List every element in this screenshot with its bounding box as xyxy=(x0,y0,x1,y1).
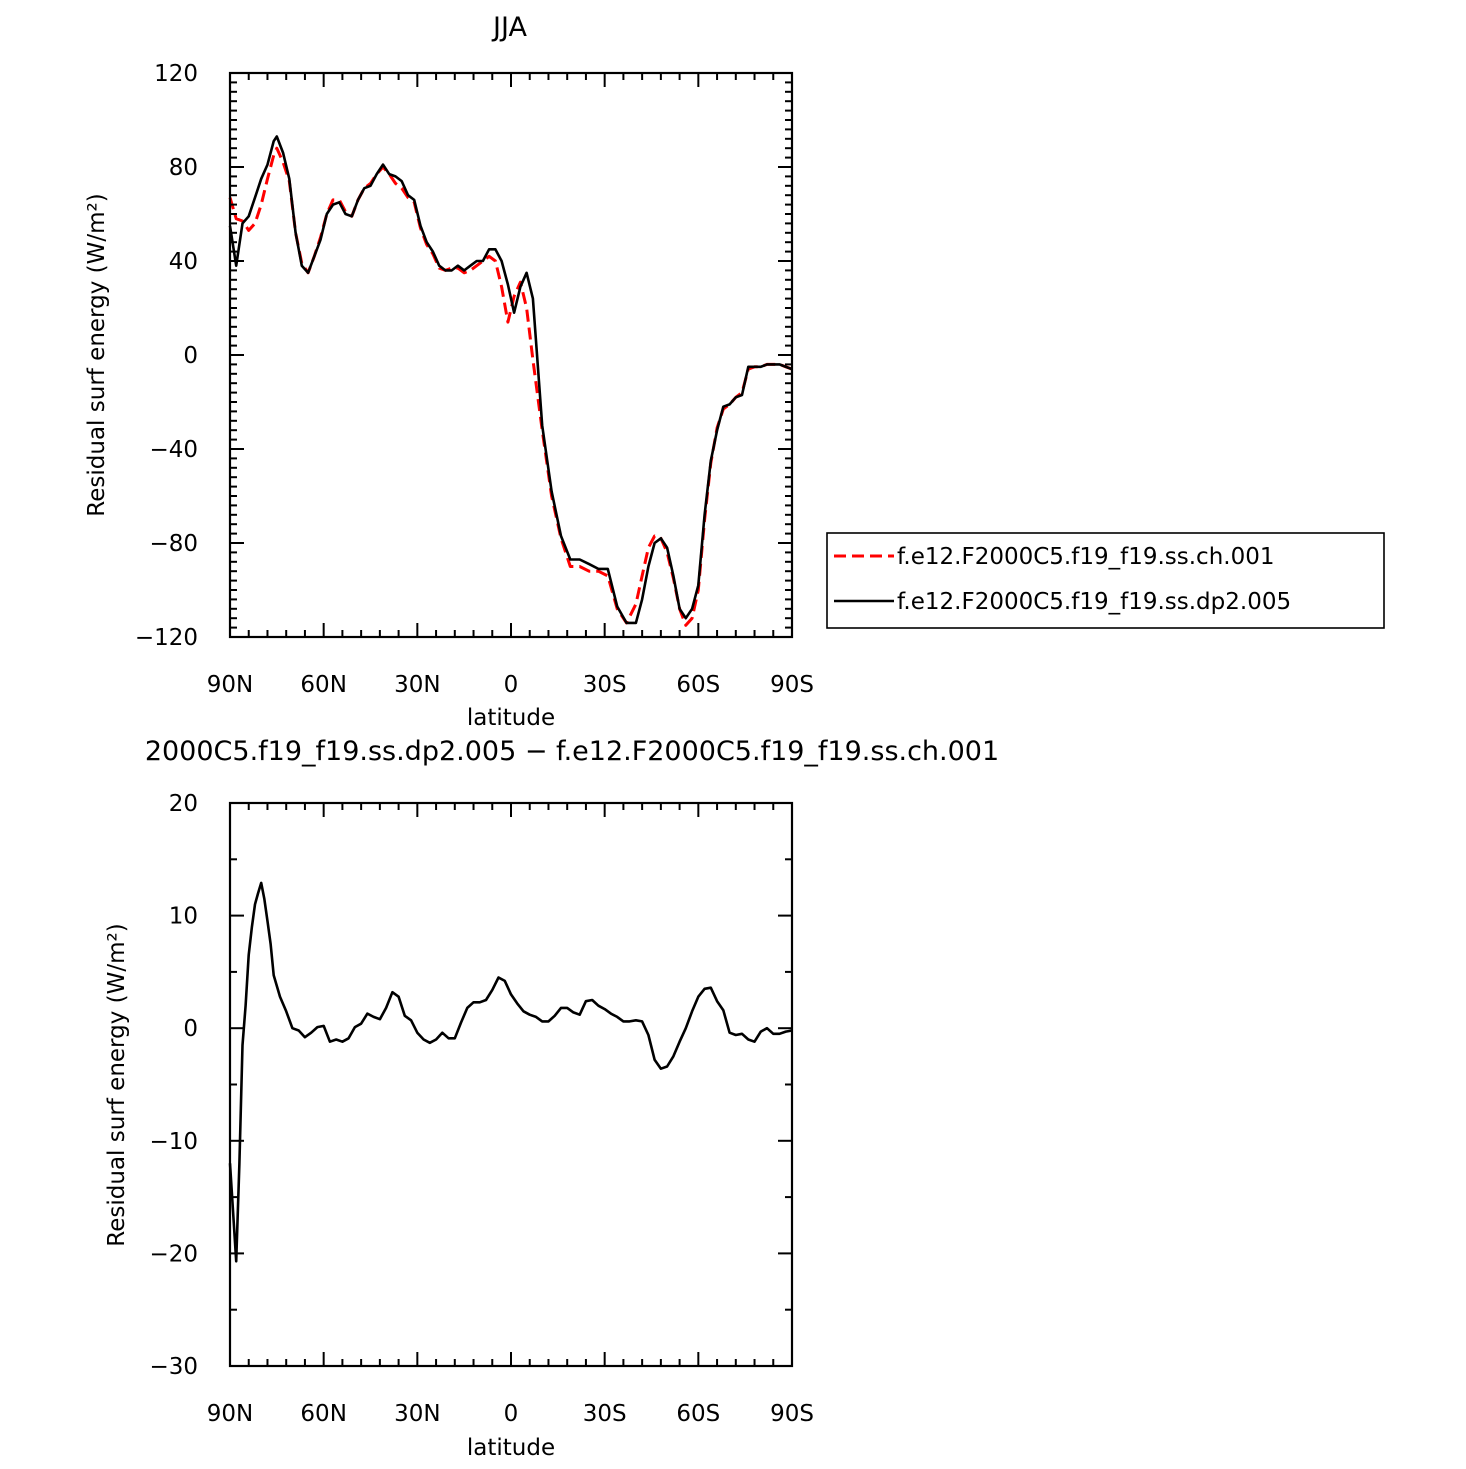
bottom-chart-x-tick-label: 60N xyxy=(300,1401,346,1427)
bottom-chart-series-layer xyxy=(228,881,793,1263)
top-chart-x-tick-label: 60N xyxy=(300,672,346,698)
bottom-chart-y-tick-label: 20 xyxy=(169,791,198,817)
legend: f.e12.F2000C5.f19_f19.ss.ch.001 f.e12.F2… xyxy=(826,532,1385,629)
top-chart-plot-frame xyxy=(228,71,794,639)
bottom-chart-y-axis-label: Residual surf energy (W/m²) xyxy=(104,923,130,1246)
bottom-chart-y-tick-label: −20 xyxy=(149,1241,198,1267)
top-chart-y-tick-label: 0 xyxy=(183,343,198,369)
top-chart-y-axis-label: Residual surf energy (W/m²) xyxy=(84,193,110,516)
bottom-chart-y-tick-label: 10 xyxy=(169,904,198,930)
bottom-chart-title: 2000C5.f19_f19.ss.dp2.005 − f.e12.F2000C… xyxy=(145,736,999,767)
top-chart-y-tick-label: −40 xyxy=(149,437,198,463)
top-chart-series-line-0 xyxy=(228,146,793,627)
bottom-chart-x-tick-label: 30N xyxy=(394,1401,440,1427)
bottom-chart-x-tick-label: 0 xyxy=(504,1401,519,1427)
bottom-chart-series-line-0 xyxy=(228,881,793,1263)
top-chart-x-tick-label: 30N xyxy=(394,672,440,698)
top-chart-y-tick-label: 40 xyxy=(169,249,198,275)
top-chart-x-tick-label: 30S xyxy=(583,672,627,698)
top-chart-series-layer xyxy=(228,135,793,627)
legend-label-dp2005: f.e12.F2000C5.f19_f19.ss.dp2.005 xyxy=(897,589,1291,615)
top-chart-x-tick-label: 0 xyxy=(504,672,519,698)
top-chart-x-axis-label: latitude xyxy=(467,705,555,731)
top-chart-x-tick-label: 90S xyxy=(770,672,814,698)
bottom-chart-y-tick-label: 0 xyxy=(183,1016,198,1042)
top-chart-title: JJA xyxy=(491,12,527,43)
legend-label-ch001: f.e12.F2000C5.f19_f19.ss.ch.001 xyxy=(897,544,1274,570)
top-chart-ticks xyxy=(229,72,793,638)
bottom-chart-x-tick-labels: 90N 60N 30N 0 30S 60S 90S xyxy=(207,1401,814,1427)
bottom-chart-y-tick-labels: 20 10 0 −10 −20 −30 xyxy=(149,791,198,1380)
top-chart-y-tick-label: −120 xyxy=(135,625,198,651)
bottom-chart-x-tick-label: 90N xyxy=(207,1401,253,1427)
bottom-chart-y-tick-label: −10 xyxy=(149,1129,198,1155)
top-chart-y-tick-label: 80 xyxy=(169,155,198,181)
top-chart-y-tick-labels: 120 80 40 0 −40 −80 −120 xyxy=(135,61,198,651)
top-chart-x-tick-labels: 90N 60N 30N 0 30S 60S 90S xyxy=(207,672,814,698)
top-chart-y-tick-label: 120 xyxy=(154,61,198,87)
bottom-chart-plot-frame xyxy=(228,801,794,1368)
top-chart-x-tick-label: 90N xyxy=(207,672,253,698)
bottom-chart-x-tick-label: 60S xyxy=(676,1401,720,1427)
top-chart-x-tick-label: 60S xyxy=(676,672,720,698)
legend-box xyxy=(826,532,1385,629)
top-chart: JJA 90N 60N 30N 0 30S 60S 90S 120 80 40 0 −40 −80 −1… xyxy=(84,12,1385,731)
bottom-chart: 2000C5.f19_f19.ss.dp2.005 − f.e12.F2000C… xyxy=(104,736,999,1461)
top-chart-series-line-1 xyxy=(228,135,793,625)
bottom-chart-ticks xyxy=(229,802,793,1367)
top-chart-y-tick-label: −80 xyxy=(149,531,198,557)
bottom-chart-x-tick-label: 90S xyxy=(770,1401,814,1427)
bottom-chart-x-tick-label: 30S xyxy=(583,1401,627,1427)
bottom-chart-x-axis-label: latitude xyxy=(467,1435,555,1461)
bottom-chart-y-tick-label: −30 xyxy=(149,1354,198,1380)
